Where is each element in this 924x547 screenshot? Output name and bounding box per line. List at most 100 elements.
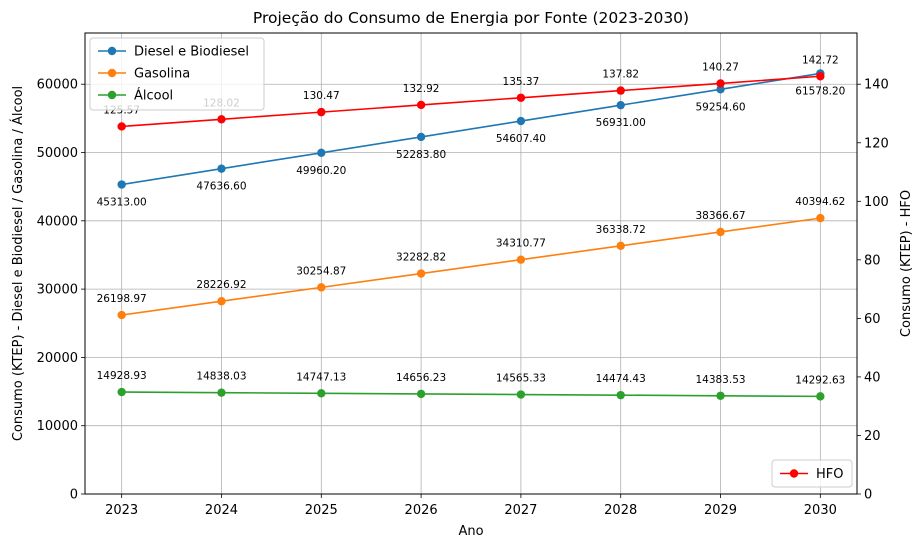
legend-marker [107,68,117,78]
data-point [516,390,526,399]
data-point [217,297,226,306]
data-point [816,213,825,223]
y-axis-label-right: Consumo (KTEP) - HFO [899,190,914,337]
data-point [117,122,126,131]
data-label: 14656.23 [396,372,446,384]
y-tick-label-left: 10000 [37,419,78,434]
data-point [516,255,526,264]
data-point [516,116,526,126]
legend-marker [107,90,117,100]
legend-box [89,37,265,111]
series-layer [117,69,825,401]
data-labels: 45313.00 47636.60 49960.20 52283.80 54607.40… [97,54,846,386]
y-tick-label-left: 20000 [37,351,78,366]
data-point [416,389,426,399]
y-tick-label-right: 20 [864,429,881,444]
series-line [121,72,821,186]
x-tick-label: 2027 [504,503,537,518]
data-point [616,241,625,251]
series-line [121,75,821,128]
chart-title: Projeção do Consumo de Energia por Fonte… [253,9,689,27]
y-tick-label-left: 40000 [37,214,78,229]
x-tick-label: 2030 [804,503,837,518]
y-tick-label-right: 0 [864,488,872,503]
data-point [716,85,725,94]
y-tick-label-right: 140 [864,78,889,93]
y-axis-label-left: Consumo (KTEP) - Diesel e Biodiesel / Ga… [10,86,26,441]
data-point [716,227,725,237]
data-label: 14838.03 [196,371,246,383]
x-tick-label: 2026 [405,503,438,518]
data-label: 32282.82 [396,252,446,264]
legend-left: Diesel e Biodiesel Gasolina Álcool [89,37,265,111]
data-point [217,388,226,397]
series-line [121,391,821,398]
data-point [516,93,526,102]
data-label: 49960.20 [296,165,346,177]
y-tick-label-right: 120 [864,136,889,151]
data-point [816,392,825,401]
data-label: 26198.97 [97,293,147,305]
y-tick-label-right: 40 [864,370,881,385]
legend-marker [107,46,117,56]
data-point [716,391,725,400]
x-tick-label: 2024 [205,503,238,518]
data-label: 30254.87 [296,265,346,277]
data-point [616,390,625,400]
data-point [416,269,426,278]
y-tick-label-left: 0 [70,488,78,503]
data-point [117,310,126,320]
y-tick-label-right: 60 [864,312,881,327]
y-tick-label-right: 100 [864,195,889,210]
data-point [416,132,426,142]
data-label: 56931.00 [596,117,646,129]
plot-frame [84,32,858,495]
data-label: 142.72 [802,54,839,66]
data-point [317,148,326,157]
series-line [121,217,821,316]
data-point [616,100,625,110]
y-tick-label-left: 50000 [37,146,78,161]
data-label: 14474.43 [596,373,646,385]
legend-label: Gasolina [134,67,190,82]
data-label: 54607.40 [496,133,546,145]
data-label: 140.27 [702,61,739,73]
y-tick-label-left: 30000 [37,283,78,298]
data-label: 36338.72 [596,224,646,236]
data-point [716,79,725,88]
axis-ticks: 2023 2024 2025 2026 2027 2028 2029 2030 0 10000 20… [37,78,889,518]
data-label: 61578.20 [795,85,845,97]
data-label: 52283.80 [396,149,446,161]
data-point [217,115,226,124]
data-label: 28226.92 [196,279,246,291]
data-point [317,389,326,398]
x-tick-label: 2023 [105,503,138,518]
data-label: 14747.13 [296,371,346,383]
legend-label: Diesel e Biodiesel [134,45,249,60]
data-point [117,180,126,189]
data-label: 45313.00 [97,197,147,209]
data-label: 47636.60 [196,181,246,193]
data-label: 135.37 [503,76,540,88]
y-tick-label-right: 80 [864,253,881,268]
x-tick-label: 2025 [305,503,338,518]
data-point [816,72,825,81]
data-label: 14928.93 [97,370,147,382]
data-label: 59254.60 [695,101,745,113]
data-point [117,387,126,397]
legend-marker [789,469,799,478]
data-label: 38366.67 [695,210,745,222]
data-label: 14565.33 [496,373,546,385]
data-label: 130.47 [303,90,340,102]
legend-label: Álcool [134,88,173,104]
y-tick-label-left: 60000 [37,78,78,93]
data-point [217,164,226,173]
legend-right: HFO [771,459,853,488]
data-label: 132.92 [403,83,440,95]
legend-box [771,459,853,488]
data-label: 40394.62 [795,196,845,208]
data-label: 14383.53 [695,374,745,386]
data-point [616,86,625,95]
data-label: 137.82 [602,69,639,81]
